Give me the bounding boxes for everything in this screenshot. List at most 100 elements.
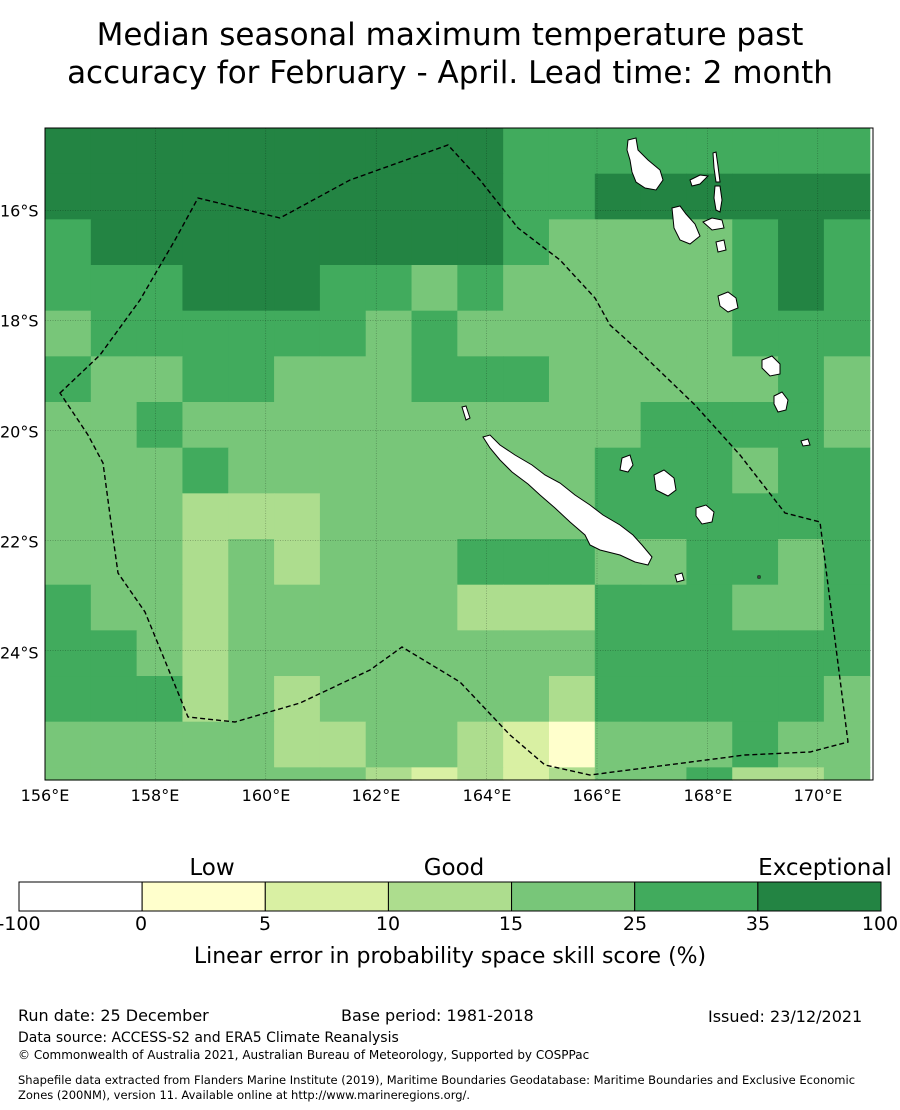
grid-cell bbox=[732, 493, 779, 540]
grid-cell bbox=[45, 767, 92, 781]
grid-cell bbox=[457, 493, 504, 540]
grid-cell bbox=[228, 493, 275, 540]
grid-cell bbox=[45, 447, 92, 494]
grid-cell bbox=[182, 356, 229, 403]
grid-cell bbox=[778, 219, 825, 266]
grid-cell bbox=[228, 173, 275, 220]
grid-cell bbox=[503, 356, 550, 403]
grid-cell bbox=[503, 767, 550, 781]
grid-cell bbox=[365, 630, 413, 677]
grid-cell bbox=[548, 402, 596, 449]
grid-cell bbox=[640, 310, 688, 357]
grid-cell bbox=[365, 676, 413, 723]
grid-cell bbox=[228, 219, 275, 266]
grid-cell bbox=[274, 630, 321, 677]
grid-cell bbox=[594, 630, 642, 677]
grid-cell bbox=[732, 173, 779, 220]
grid-cell bbox=[503, 128, 550, 175]
grid-cell bbox=[90, 402, 138, 449]
grid-cell bbox=[594, 676, 642, 723]
grid-cell bbox=[732, 767, 779, 781]
grid-cell bbox=[274, 402, 321, 449]
grid-cell bbox=[732, 539, 779, 586]
grid-cell bbox=[136, 265, 184, 312]
grid-cell bbox=[778, 128, 825, 175]
grid-cell bbox=[594, 721, 642, 768]
grid-cell bbox=[457, 539, 504, 586]
grid-cell bbox=[90, 493, 138, 540]
grid-cell bbox=[319, 128, 367, 175]
grid-cell bbox=[640, 402, 688, 449]
grid-cell bbox=[228, 584, 275, 631]
grid-cell bbox=[732, 128, 779, 175]
grid-cell bbox=[365, 584, 413, 631]
island-mare bbox=[695, 504, 715, 525]
grid-cell bbox=[640, 676, 688, 723]
island-isle-of-pines bbox=[674, 572, 685, 583]
shapefile-credit-line-2: Zones (200NM), version 11. Available onl… bbox=[18, 1088, 471, 1102]
grid-cell bbox=[228, 310, 275, 357]
grid-cell bbox=[686, 539, 733, 586]
lon-label: 158°E bbox=[130, 786, 180, 805]
grid-cell bbox=[182, 173, 229, 220]
grid-cell bbox=[640, 493, 688, 540]
grid-cell bbox=[411, 676, 458, 723]
grid-cell bbox=[90, 310, 138, 357]
grid-cell bbox=[319, 219, 367, 266]
grid-cell bbox=[45, 676, 92, 723]
grid-cell bbox=[411, 767, 458, 781]
grid-cell bbox=[640, 721, 688, 768]
grid-cell bbox=[136, 539, 184, 586]
grid-cell bbox=[823, 402, 871, 449]
grid-cell bbox=[411, 356, 458, 403]
grid-cell bbox=[228, 356, 275, 403]
island-ouvea bbox=[619, 454, 634, 473]
grid-cell bbox=[686, 356, 733, 403]
grid-cell bbox=[686, 584, 733, 631]
grid-cell bbox=[136, 676, 184, 723]
grid-cell bbox=[136, 447, 184, 494]
grid-cell bbox=[136, 310, 184, 357]
grid-cell bbox=[319, 265, 367, 312]
grid-cell bbox=[45, 584, 92, 631]
grid-cell bbox=[274, 128, 321, 175]
grid-cell bbox=[594, 219, 642, 266]
title-line-1: Median seasonal maximum temperature past bbox=[96, 17, 804, 53]
grid-cell bbox=[45, 310, 92, 357]
lat-label: 16°S bbox=[0, 201, 39, 221]
colorbar-tick: -100 bbox=[0, 913, 41, 935]
graticule bbox=[44, 128, 873, 780]
category-label-exceptional: Exceptional bbox=[758, 855, 892, 881]
grid-cell bbox=[503, 676, 550, 723]
lat-label: 22°S bbox=[0, 532, 39, 552]
grid-cell bbox=[90, 584, 138, 631]
island-espiritu-santo bbox=[626, 137, 664, 191]
grid-cell bbox=[365, 447, 413, 494]
grid-cell bbox=[411, 219, 458, 266]
lon-label: 166°E bbox=[572, 786, 622, 805]
category-label-low: Low bbox=[189, 855, 235, 881]
grid-cell bbox=[457, 676, 504, 723]
colorbar-segment bbox=[757, 881, 882, 912]
grid-cell bbox=[457, 767, 504, 781]
grid-cell bbox=[182, 767, 229, 781]
grid-cell bbox=[732, 265, 779, 312]
grid-cell bbox=[686, 402, 733, 449]
grid-cell bbox=[594, 767, 642, 781]
grid-cell bbox=[45, 356, 92, 403]
grid-cell bbox=[90, 721, 138, 768]
grid-cell bbox=[136, 630, 184, 677]
grid-cell bbox=[823, 721, 871, 768]
grid-cell bbox=[365, 539, 413, 586]
grid-cell bbox=[182, 219, 229, 266]
grid-cell bbox=[274, 310, 321, 357]
grid-cell bbox=[823, 630, 871, 677]
island-ambae bbox=[689, 174, 710, 187]
grid-cell bbox=[319, 767, 367, 781]
grid-cell bbox=[90, 128, 138, 175]
grid-cell bbox=[640, 265, 688, 312]
grid-cell bbox=[548, 173, 596, 220]
grid-cell bbox=[228, 630, 275, 677]
grid-cell bbox=[45, 630, 92, 677]
grid-cell bbox=[457, 219, 504, 266]
